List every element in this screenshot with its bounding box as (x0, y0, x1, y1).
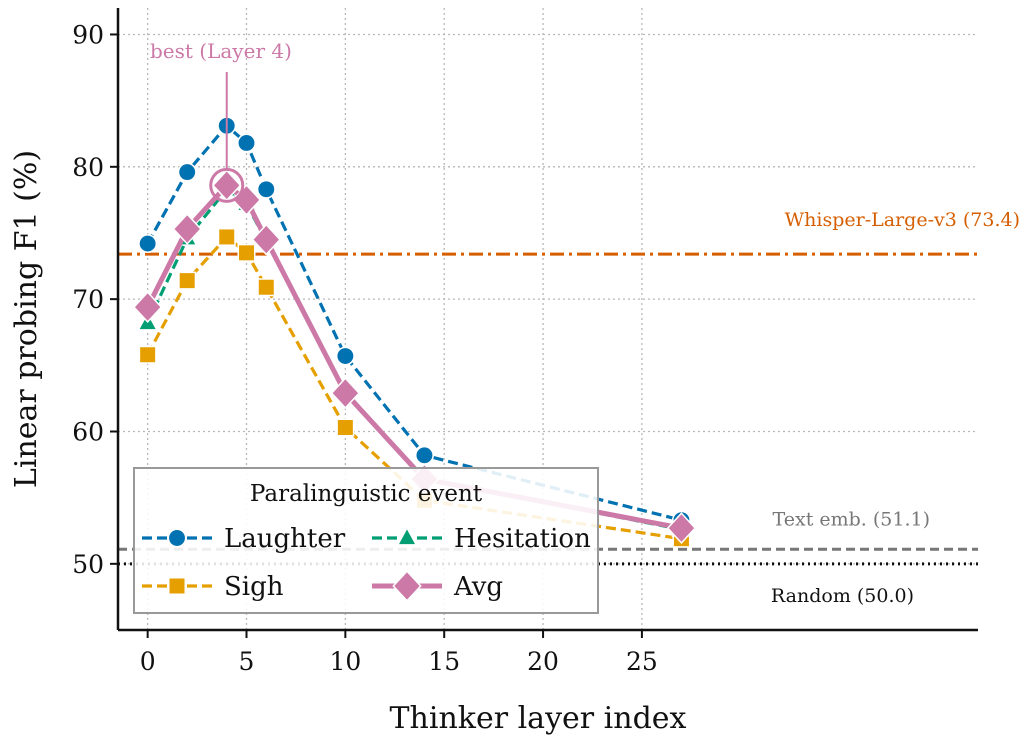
y-tick-label: 80 (72, 153, 104, 182)
legend-label: Laughter (224, 524, 346, 554)
annotation-highlight-ring (209, 167, 245, 203)
reference-line-label: Whisper-Large-v3 (73.4) (785, 209, 1020, 231)
data-point (257, 278, 276, 297)
data-point (256, 179, 276, 199)
series-line (146, 124, 682, 522)
legend-frame (133, 467, 599, 614)
legend-entry-sigh: Sigh (142, 572, 284, 602)
axes (116, 8, 978, 632)
legend-label: Sigh (224, 572, 284, 602)
legend: Paralinguistic event Laughter Sigh Hesitat… (133, 467, 599, 614)
data-point (237, 133, 256, 153)
reference-line-label: Text emb. (51.1) (773, 508, 930, 530)
data-point (330, 377, 361, 410)
legend-entry-laughter: Laughter (142, 524, 346, 554)
data-point (167, 528, 187, 548)
legend-title: Paralinguistic event (250, 481, 483, 507)
data-point (177, 162, 197, 182)
ticks: 0 5 10 15 20 25 50 60 70 80 90 (72, 20, 658, 676)
legend-entries: Laughter Sigh Hesitation Avg (142, 524, 591, 602)
y-tick-label: 50 (72, 550, 104, 579)
y-axis-title: Linear probing F1 (%) (9, 150, 44, 488)
series-layer (132, 116, 697, 548)
reference-lines: Whisper-Large-v3 (73.4) Text emb. (51.1) R… (118, 209, 1020, 607)
legend-label: Hesitation (454, 524, 591, 554)
x-tick-label: 15 (428, 647, 460, 676)
data-point (414, 445, 434, 465)
data-point (251, 223, 281, 256)
legend-entry-hesitation: Hesitation (372, 524, 591, 554)
x-axis-title: Thinker layer index (390, 701, 687, 736)
data-point (168, 577, 186, 595)
y-tick-label: 60 (72, 417, 104, 446)
data-point (666, 512, 697, 545)
data-point (132, 291, 163, 324)
annotation-text: best (Layer 4) (150, 39, 292, 63)
data-point (237, 243, 256, 262)
x-tick-label: 5 (239, 647, 255, 676)
reference-line-label: Random (50.0) (771, 585, 914, 607)
data-point (138, 234, 158, 254)
series-laughter (138, 116, 691, 530)
data-point (336, 418, 355, 437)
x-tick-label: 0 (140, 647, 156, 676)
data-point (172, 213, 202, 245)
x-tick-label: 25 (626, 647, 658, 676)
legend-entry-avg: Avg (372, 570, 503, 602)
x-tick-label: 20 (527, 647, 559, 676)
y-tick-label: 70 (72, 285, 104, 314)
legend-label: Avg (453, 572, 503, 602)
y-tick-label: 90 (72, 20, 104, 49)
data-point (138, 345, 157, 364)
data-point (217, 227, 236, 246)
annotation: best (Layer 4) (150, 39, 292, 203)
data-point (178, 271, 197, 290)
data-point (396, 526, 418, 546)
data-point (335, 346, 355, 366)
data-point (231, 183, 262, 216)
x-tick-label: 10 (329, 647, 361, 676)
data-point (392, 570, 422, 602)
